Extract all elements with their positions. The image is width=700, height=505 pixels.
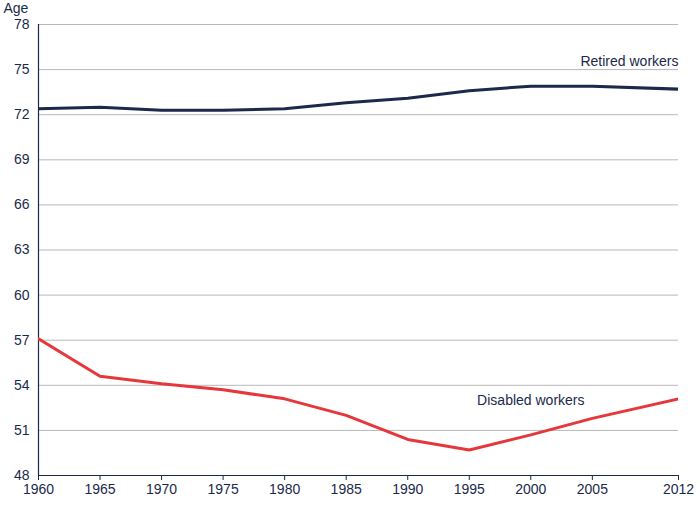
svg-text:63: 63 — [14, 241, 30, 257]
svg-text:Retired workers: Retired workers — [580, 53, 678, 69]
svg-text:2000: 2000 — [515, 481, 546, 497]
svg-text:57: 57 — [14, 332, 30, 348]
svg-text:1970: 1970 — [146, 481, 177, 497]
svg-text:1960: 1960 — [23, 481, 54, 497]
svg-text:1990: 1990 — [392, 481, 423, 497]
svg-text:Age: Age — [4, 0, 29, 16]
svg-text:1985: 1985 — [331, 481, 362, 497]
svg-text:1980: 1980 — [269, 481, 300, 497]
svg-text:1965: 1965 — [84, 481, 115, 497]
svg-text:66: 66 — [14, 196, 30, 212]
svg-text:69: 69 — [14, 151, 30, 167]
svg-text:51: 51 — [14, 422, 30, 438]
svg-text:Disabled workers: Disabled workers — [477, 392, 584, 408]
svg-text:2005: 2005 — [577, 481, 608, 497]
svg-text:72: 72 — [14, 106, 30, 122]
svg-text:78: 78 — [14, 16, 30, 32]
svg-text:75: 75 — [14, 61, 30, 77]
svg-text:48: 48 — [13, 467, 30, 483]
svg-text:2012: 2012 — [663, 481, 694, 497]
svg-text:1975: 1975 — [208, 481, 239, 497]
svg-text:54: 54 — [14, 377, 30, 393]
svg-text:60: 60 — [14, 287, 30, 303]
svg-text:1995: 1995 — [454, 481, 485, 497]
